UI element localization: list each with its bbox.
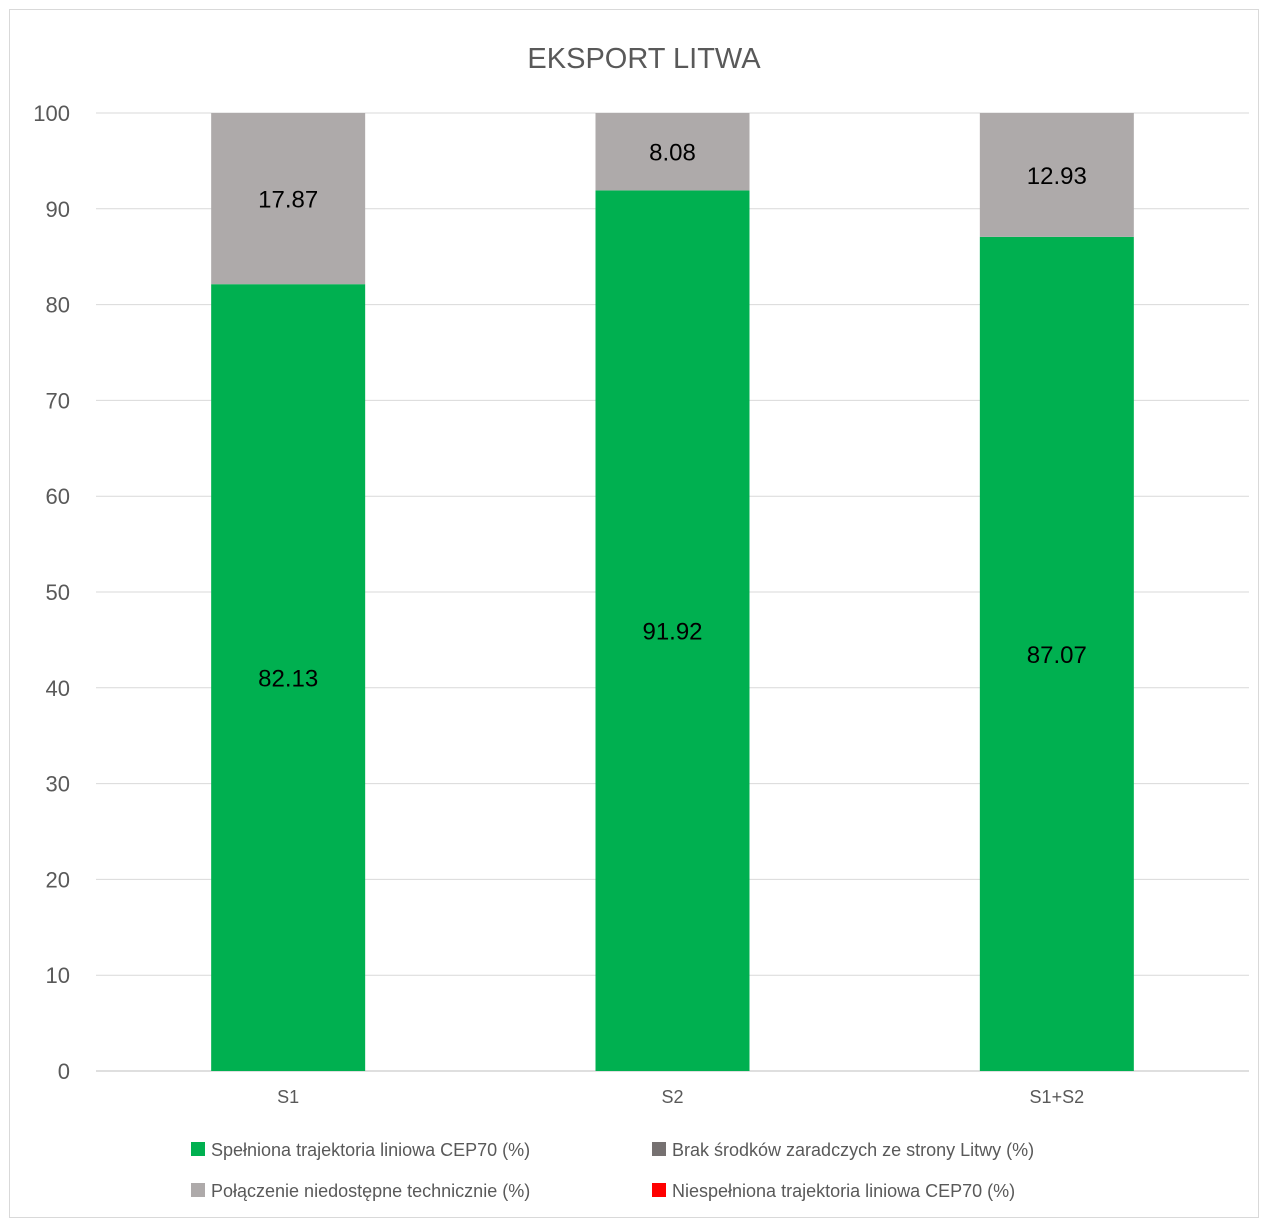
legend: Spełniona trajektoria liniowa CEP70 (%) B…: [191, 1140, 1034, 1201]
y-tick-label: 50: [46, 580, 70, 605]
y-tick-label: 40: [46, 676, 70, 701]
data-label: 82.13: [258, 666, 318, 693]
x-axis: S1 S2 S1+S2: [277, 1087, 1084, 1107]
x-tick-label: S2: [661, 1087, 683, 1107]
legend-label: Spełniona trajektoria liniowa CEP70 (%): [211, 1140, 530, 1160]
bar-segment: [595, 113, 750, 191]
x-tick-label: S1: [277, 1087, 299, 1107]
bar-segment: [595, 190, 750, 1072]
y-tick-label: 100: [33, 101, 70, 126]
legend-label: Połączenie niedostępne technicznie (%): [211, 1181, 530, 1201]
y-tick-label: 80: [46, 293, 70, 318]
bar-segment: [979, 236, 1134, 1072]
y-axis: 0 10 20 30 40 50 60 70 80 90 100: [33, 101, 70, 1084]
legend-swatch: [652, 1142, 666, 1156]
data-label: 87.07: [1027, 642, 1087, 669]
data-label: 8.08: [649, 140, 696, 167]
y-tick-label: 10: [46, 963, 70, 988]
legend-swatch: [191, 1183, 205, 1197]
data-label: 91.92: [642, 619, 702, 646]
bar-segment: [979, 113, 1134, 237]
data-labels: 82.13 17.87 91.92 8.08 87.07 12.93: [258, 140, 1087, 693]
legend-swatch: [191, 1142, 205, 1156]
data-label: 17.87: [258, 187, 318, 214]
legend-label: Brak środków zaradczych ze strony Litwy …: [672, 1140, 1034, 1160]
bar-segment: [211, 113, 366, 285]
y-tick-label: 0: [58, 1059, 70, 1084]
y-tick-label: 60: [46, 484, 70, 509]
y-tick-label: 20: [46, 867, 70, 892]
data-label: 12.93: [1027, 163, 1087, 190]
y-tick-label: 30: [46, 772, 70, 797]
x-tick-label: S1+S2: [1030, 1087, 1085, 1107]
chart-title: EKSPORT LITWA: [527, 43, 761, 75]
y-tick-label: 90: [46, 197, 70, 222]
legend-label: Niespełniona trajektoria liniowa CEP70 (…: [672, 1181, 1015, 1201]
legend-swatch: [652, 1183, 666, 1197]
y-tick-label: 70: [46, 388, 70, 413]
bar-segment: [211, 284, 366, 1072]
bars: [211, 113, 1134, 1072]
